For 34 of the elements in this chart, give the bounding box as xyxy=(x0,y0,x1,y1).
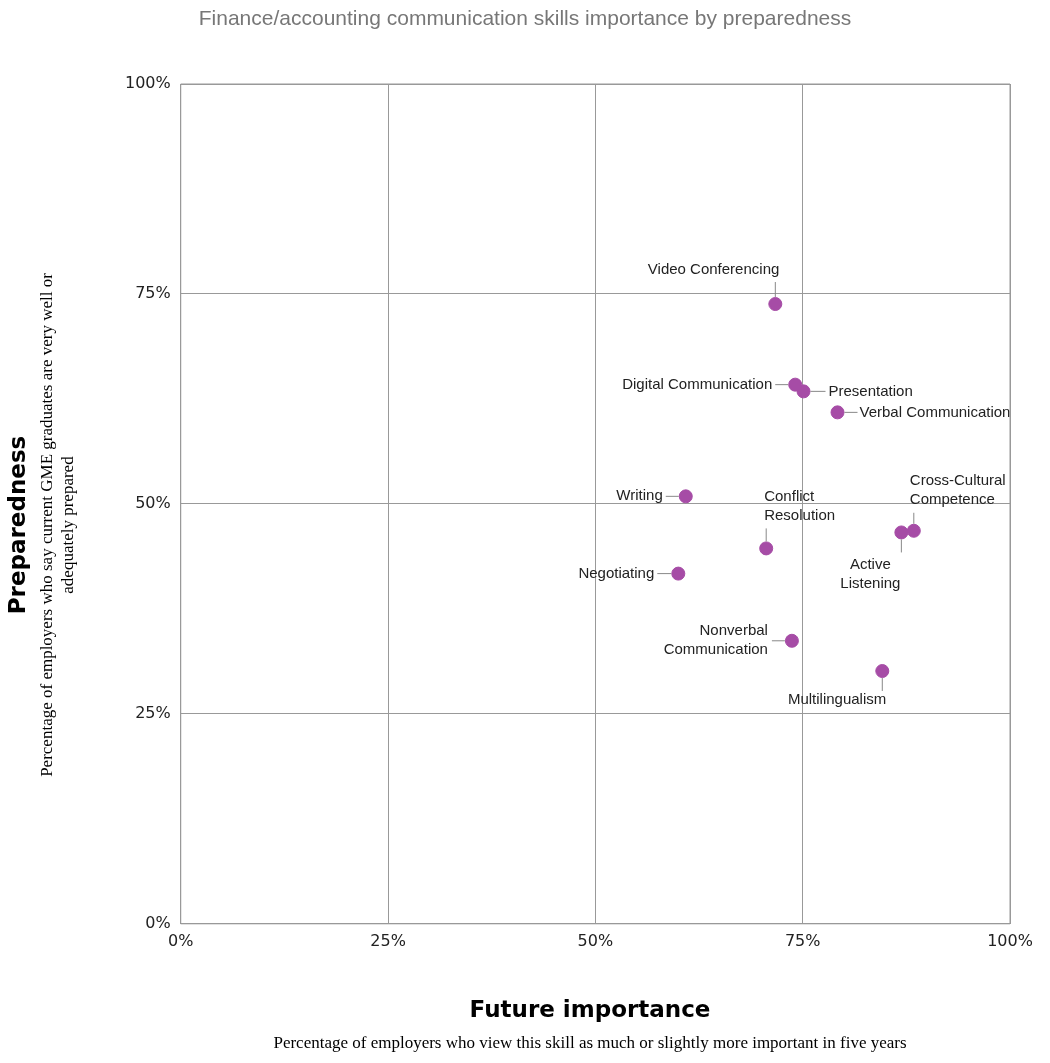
point xyxy=(788,377,803,392)
point xyxy=(830,405,845,420)
series-label: Video Conferencing xyxy=(647,260,780,278)
series-label: Active Listening xyxy=(840,554,901,591)
y-axis-title: Preparedness Percentage of employers who say current GME graduates are very well or adequately prepared xyxy=(4,272,78,779)
point xyxy=(678,489,693,504)
y-tick-label: 100% xyxy=(124,73,171,93)
point xyxy=(768,297,783,312)
x-tick-label: 75% xyxy=(784,930,821,950)
series-label: Digital Communication xyxy=(622,374,773,392)
x-tick-label: 25% xyxy=(370,930,406,950)
series-label: Nonverbal Communication xyxy=(663,620,768,657)
series-label: Negotiating xyxy=(578,563,655,581)
series-label: Multilingualism xyxy=(787,690,887,708)
x-tick-label: 50% xyxy=(577,930,614,950)
x-tick-label: 100% xyxy=(987,930,1033,950)
series-label: Conflict Resolution xyxy=(764,486,836,523)
point xyxy=(784,633,799,648)
x-axis-title: Future importance Percentage of employers who view this skill as much or slightly more important in five years xyxy=(272,996,908,1053)
point xyxy=(875,664,890,679)
x-tick-label: 0% xyxy=(168,930,194,950)
chart-title: Finance/accounting communication skills importance by preparedness xyxy=(197,6,853,30)
y-tick-label: 0% xyxy=(145,912,171,932)
y-tick-label: 75% xyxy=(135,283,171,303)
point xyxy=(906,523,921,538)
series-label: Cross-Cultural Competence xyxy=(909,470,1006,507)
y-tick-label: 50% xyxy=(135,493,171,513)
series-label: Presentation xyxy=(828,381,913,399)
point xyxy=(894,525,909,540)
series-label: Writing xyxy=(616,486,663,504)
series-label: Verbal Communication xyxy=(859,402,1011,420)
y-tick-label: 25% xyxy=(135,703,171,723)
point xyxy=(759,541,774,556)
point xyxy=(671,566,686,581)
